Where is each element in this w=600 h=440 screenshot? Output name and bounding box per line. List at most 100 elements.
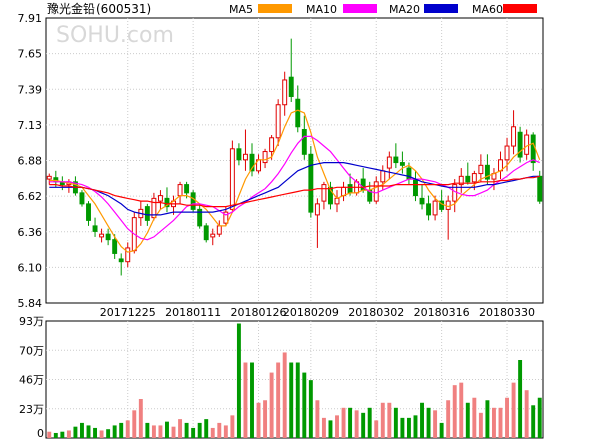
candle-body <box>413 178 418 197</box>
candle-body <box>341 186 347 197</box>
candle <box>249 143 255 177</box>
candle <box>269 135 275 160</box>
candle-body <box>269 137 275 153</box>
candle <box>157 190 163 210</box>
candle <box>242 129 248 171</box>
volume-bar <box>99 430 104 438</box>
candle <box>478 154 484 182</box>
legend-swatch-ma5 <box>258 4 292 13</box>
price-tick-label: 6.88 <box>18 155 43 168</box>
volume-bar <box>223 425 228 438</box>
legend-label-ma60: MA60 <box>472 3 503 16</box>
volume-bar <box>426 407 431 438</box>
volume-bar <box>524 390 529 438</box>
volume-bar <box>158 425 163 438</box>
volume-bar <box>302 372 307 438</box>
date-tick-label: 20171225 <box>100 306 156 319</box>
candle-body <box>524 134 530 155</box>
volume-bar <box>243 362 248 438</box>
legend-label-ma10: MA10 <box>306 3 337 16</box>
volume-bar <box>452 385 457 438</box>
volume-bar <box>66 430 71 438</box>
volume-tick-label: 70万 <box>19 344 44 357</box>
candle-body <box>328 186 333 205</box>
volume-bar <box>472 397 477 438</box>
candle <box>99 228 105 243</box>
ma-line-ma60 <box>49 175 540 208</box>
volume-bar <box>145 422 150 438</box>
volume-bar <box>269 372 274 438</box>
volume-bar <box>308 380 313 438</box>
candle-body <box>184 184 190 194</box>
candle-body <box>46 175 52 180</box>
candle-body <box>314 203 320 216</box>
candle-body <box>373 181 379 202</box>
candle <box>125 242 131 268</box>
candle <box>432 195 438 221</box>
volume-bar <box>106 429 111 438</box>
candle <box>256 154 261 174</box>
price-tick-label: 7.65 <box>18 48 43 61</box>
candle-body <box>210 233 216 238</box>
candle <box>360 168 366 193</box>
candle <box>79 190 85 207</box>
candle-body <box>164 197 170 208</box>
volume-bar <box>151 425 156 438</box>
candle-body <box>386 156 392 169</box>
candle <box>530 132 536 171</box>
volume-bar <box>433 410 438 438</box>
candle-body <box>393 156 399 164</box>
candle-body <box>419 197 425 205</box>
volume-bar <box>217 422 222 438</box>
candle-body <box>203 225 209 241</box>
volume-bar <box>119 422 124 438</box>
candle <box>262 148 268 169</box>
volume-bar <box>165 421 169 438</box>
candle-body <box>177 184 183 197</box>
candle <box>105 228 111 246</box>
volume-bar <box>93 427 98 438</box>
volume-bar <box>295 362 300 438</box>
candle <box>491 168 497 191</box>
candle-body <box>118 258 124 263</box>
candle-body <box>347 184 353 194</box>
candle <box>229 140 235 213</box>
candle-body <box>504 145 510 161</box>
candle-body <box>458 175 464 186</box>
candlestick-series <box>46 38 543 276</box>
candle <box>177 181 183 204</box>
candle-body <box>426 203 432 216</box>
volume-bar <box>236 323 241 438</box>
volume-bar <box>230 415 235 438</box>
candle <box>301 115 307 160</box>
candle-body <box>105 233 111 241</box>
volume-bar <box>537 397 542 438</box>
candle-body <box>144 206 150 221</box>
stock-name: 豫光金铅 <box>47 1 95 16</box>
volume-bar <box>446 400 451 438</box>
candle <box>439 190 445 213</box>
volume-bar <box>250 362 254 438</box>
volume-bar <box>380 402 385 438</box>
candle-body <box>216 225 222 235</box>
legend-swatch-ma20 <box>424 4 458 13</box>
legend-label-ma20: MA20 <box>389 3 420 16</box>
candle <box>373 176 379 204</box>
date-tick-label: 20180316 <box>414 306 470 319</box>
candle <box>465 162 471 185</box>
candle-body <box>275 104 281 139</box>
candle <box>321 181 327 210</box>
volume-bar <box>321 417 326 438</box>
candle-body <box>301 129 307 155</box>
volume-bar <box>125 420 130 438</box>
candle-body <box>295 98 301 128</box>
volume-bar <box>328 420 333 438</box>
candle-body <box>530 134 536 164</box>
candle <box>151 192 157 221</box>
legend: MA5 MA10 MA20 MA60 <box>229 3 537 16</box>
legend-label-ma5: MA5 <box>229 3 253 16</box>
volume-bar <box>256 402 261 438</box>
volume-bar <box>511 382 516 438</box>
